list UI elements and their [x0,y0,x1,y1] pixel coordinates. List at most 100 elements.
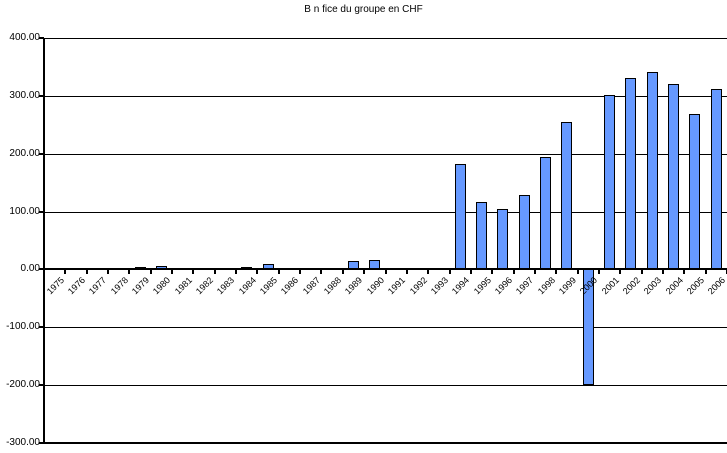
x-axis-label: 2001 [599,275,621,297]
x-axis-tick [512,269,515,275]
x-axis-tick [85,269,88,275]
x-axis-label: 1979 [129,275,152,297]
gridline-400.00 [44,38,727,39]
x-axis-tick [533,269,536,275]
bar-2003 [646,72,658,270]
x-axis-tick [192,269,195,275]
chart-title: B n fice du groupe en CHF [304,4,423,15]
x-axis-label: 1992 [407,275,429,297]
x-axis-label: 1987 [300,275,322,297]
gridline--100.00 [44,327,727,329]
x-axis-tick [619,269,622,275]
bar-1990 [369,259,381,270]
x-axis-label: 1996 [492,275,514,297]
x-axis-tick [469,269,472,275]
bar-1980 [155,265,167,270]
x-axis-tick [427,269,430,275]
y-axis [43,38,45,444]
x-axis-label: 1984 [236,275,258,297]
x-axis-tick [149,269,152,275]
x-axis-tick [576,269,579,275]
x-axis-tick [405,269,408,275]
x-axis-label: 1994 [450,275,472,297]
bar-1997 [518,195,530,270]
gridline--200.00 [44,385,727,387]
x-axis-label: 1995 [471,275,493,297]
bar-2000 [582,269,594,386]
x-axis-label: 1978 [108,275,130,297]
bar-2006 [710,88,722,270]
bar-2004 [668,83,680,270]
x-axis-tick [384,269,387,275]
x-axis-tick [299,269,302,275]
y-axis-label: -300.00 [6,437,40,448]
bar-2001 [604,94,616,270]
x-axis-label: 1988 [321,275,344,297]
x-axis-tick [107,269,110,275]
x-axis-label: 1989 [343,275,365,297]
x-axis-label: 1977 [87,275,109,297]
x-axis-label: 2003 [642,275,664,297]
gridline-200.00 [44,153,727,155]
y-axis-label: 100.00 [9,205,40,217]
x-axis-tick [661,269,664,275]
x-axis-label: 1999 [556,275,578,297]
bar-2005 [689,113,701,270]
x-axis-tick [171,269,174,275]
x-axis-label: 1991 [386,275,408,297]
x-axis-label: 2006 [706,275,727,297]
y-axis-tick [39,384,44,387]
x-axis-label: 1985 [257,275,280,297]
bar-1998 [540,157,552,270]
bar-1985 [262,264,274,270]
y-axis-label: 400.00 [9,32,40,43]
x-axis-tick [363,269,366,275]
x-axis-label: 1997 [514,275,536,297]
x-axis-tick [320,269,323,275]
x-axis-label: 1993 [428,275,450,297]
y-axis-tick [39,37,44,39]
x-axis-label: 2002 [620,275,643,297]
x-axis-tick [555,269,558,275]
x-axis-tick [640,269,643,275]
x-axis-tick [491,269,494,275]
bar-1999 [561,121,573,270]
x-axis-tick [341,269,344,275]
x-axis-label: 1986 [279,275,301,297]
x-axis-label: 2005 [684,275,707,297]
x-axis-tick [448,269,451,275]
y-axis-tick [39,152,44,155]
gridline-300.00 [44,95,727,97]
x-axis-tick [128,269,131,275]
gridline--300.00 [44,442,727,444]
x-axis-label: 1983 [215,275,237,297]
x-axis-tick [597,269,600,275]
x-axis-tick [213,269,216,275]
y-axis-tick [39,94,44,97]
x-axis-tick [683,269,686,275]
x-axis-tick [64,269,67,275]
x-axis-tick [277,269,280,275]
y-axis-label: 300.00 [9,89,40,101]
x-axis-label: 1981 [172,275,194,297]
bar-1975 [49,268,61,271]
y-axis-tick [39,210,44,213]
bar-1989 [347,261,359,270]
y-axis-label: 200.00 [9,147,40,159]
x-axis-tick [256,269,259,275]
x-axis-label: 2004 [663,275,685,297]
y-axis-tick [39,268,44,271]
y-axis-tick [39,326,44,329]
bar-1996 [497,208,509,270]
bar-1994 [454,163,466,270]
x-axis-tick [43,269,45,275]
y-axis-label: 0.00 [20,263,40,275]
bar-1995 [476,202,488,270]
x-axis-label: 1980 [151,275,173,297]
bar-1984 [241,266,253,270]
x-axis-label: 1976 [65,275,88,297]
y-axis-label: -100.00 [6,321,40,333]
y-axis-tick [39,442,44,444]
bar-1979 [134,266,146,270]
